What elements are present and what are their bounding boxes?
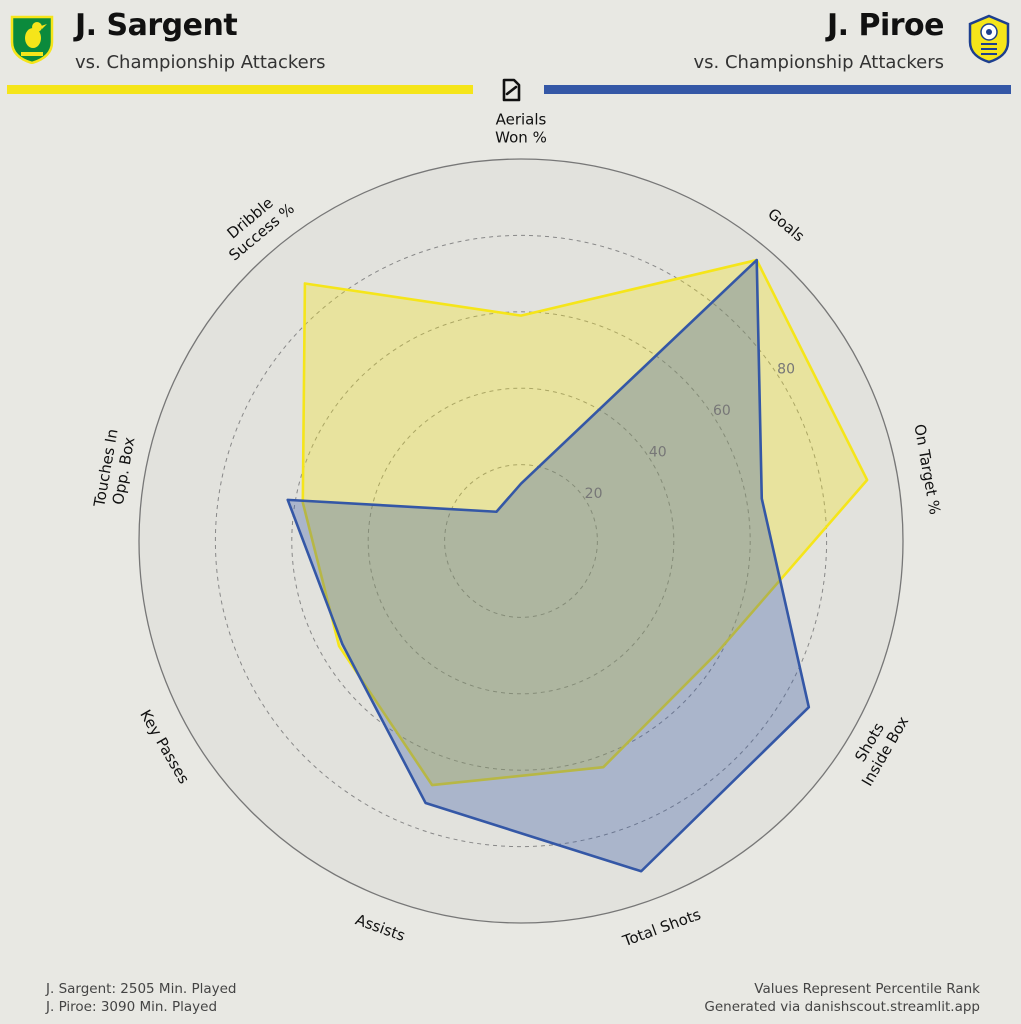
- radar-outer-ring: [138, 158, 904, 924]
- radar-grid: [138, 158, 904, 924]
- radar-series-right: [286, 258, 811, 873]
- danishscout-logo-icon: [502, 78, 521, 102]
- radar-axis-label-line: Total Shots: [619, 905, 703, 950]
- radar-tick-label: 40: [649, 445, 667, 461]
- radar-grid-ring: [367, 387, 675, 695]
- footer-source-note: Generated via danishscout.streamlit.app: [704, 999, 980, 1015]
- radar-axis-label: Goals: [764, 205, 808, 246]
- radar-grid-ring: [214, 234, 828, 848]
- radar-axis-label-line: Won %: [495, 129, 547, 147]
- radar-axis-label-line: Aerials: [496, 111, 547, 129]
- footer-minutes-right: J. Piroe: 3090 Min. Played: [46, 999, 218, 1015]
- radar-series: [286, 258, 869, 873]
- radar-axis-label: On Target %: [910, 423, 944, 516]
- radar-axis-label-line: Assists: [353, 910, 408, 945]
- radar-axis-label-line: Goals: [764, 205, 808, 246]
- radar-axis-label-line: On Target %: [910, 423, 944, 516]
- footer-minutes: J. Sargent: 2505 Min. Played J. Piroe: 3…: [46, 980, 237, 1016]
- norwich-canary-crest-icon: [10, 15, 54, 64]
- header: J. Sargent vs. Championship Attackers J.…: [0, 0, 1021, 110]
- radar-grid-ring: [291, 311, 751, 771]
- radar-grid-ring: [444, 464, 598, 618]
- radar-tick-label: 80: [777, 362, 795, 378]
- radar-series-left: [301, 258, 869, 787]
- radar-axis-label: Total Shots: [619, 905, 703, 950]
- player-left-color-bar: [7, 85, 473, 94]
- player-right-color-bar: [544, 85, 1011, 94]
- player-left-name: J. Sargent: [75, 8, 238, 43]
- radar-tick-labels: 20 40 60 80: [585, 362, 795, 502]
- footer-minutes-left: J. Sargent: 2505 Min. Played: [46, 981, 237, 997]
- footer-percentile-note: Values Represent Percentile Rank: [754, 981, 980, 997]
- footer-notes: Values Represent Percentile Rank Generat…: [704, 980, 980, 1016]
- leeds-white-rose-crest-icon: [968, 14, 1010, 64]
- player-right-subtitle: vs. Championship Attackers: [693, 52, 944, 73]
- radar-tick-label: 60: [713, 403, 731, 419]
- player-left-subtitle: vs. Championship Attackers: [75, 52, 326, 73]
- radar-tick-label: 20: [585, 486, 603, 502]
- radar-axis-label: Assists: [353, 910, 408, 945]
- player-right-name: J. Piroe: [826, 8, 945, 43]
